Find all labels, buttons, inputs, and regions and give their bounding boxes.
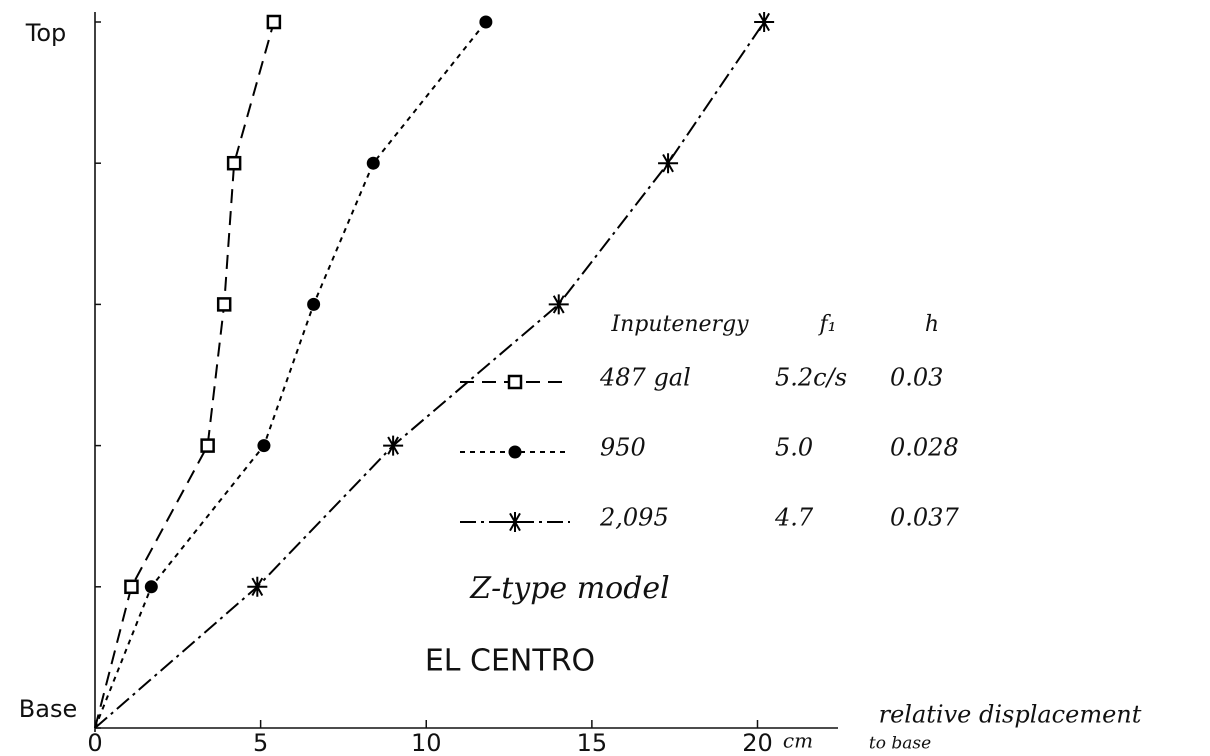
x-tick-label: 5 xyxy=(253,729,268,756)
legend-entry: 2,095 xyxy=(599,504,669,532)
marker xyxy=(548,294,569,315)
legend-header: Inputenergy xyxy=(610,312,749,337)
marker xyxy=(383,435,404,456)
marker xyxy=(366,156,380,170)
x-axis-label: relative displacement xyxy=(879,701,1142,729)
legend-entry: 950 xyxy=(600,434,646,462)
legend-header: h xyxy=(925,312,939,337)
marker xyxy=(200,438,215,453)
marker xyxy=(226,155,242,171)
marker xyxy=(266,14,282,30)
legend-f1: 5.2c/s xyxy=(775,364,847,392)
x-unit: cm xyxy=(783,729,813,753)
x-tick-label: 15 xyxy=(577,729,608,756)
annotation: EL CENTRO xyxy=(425,644,595,679)
annotation: Z-type model xyxy=(469,571,670,606)
marker xyxy=(507,374,523,390)
marker xyxy=(247,576,268,597)
marker xyxy=(216,297,232,312)
legend-entry: 487 gal xyxy=(599,364,691,392)
y-tick-label: Top xyxy=(25,19,67,47)
x-tick-label: 0 xyxy=(87,729,102,756)
marker xyxy=(754,12,775,32)
x-axis-sublabel: to base xyxy=(869,734,931,754)
marker xyxy=(144,580,158,594)
legend-h: 0.037 xyxy=(890,504,959,532)
y-tick-label: Base xyxy=(19,695,77,723)
marker xyxy=(124,579,139,595)
series-line xyxy=(94,21,765,729)
marker xyxy=(508,445,522,459)
legend-f1: 4.7 xyxy=(774,504,814,532)
legend-h: 0.03 xyxy=(890,364,943,392)
x-tick-label: 20 xyxy=(742,729,773,756)
x-tick-label: 10 xyxy=(411,729,442,756)
legend-h: 0.028 xyxy=(890,434,959,462)
series-line xyxy=(94,21,487,729)
marker xyxy=(307,297,321,311)
legend-f1: 5.0 xyxy=(775,434,813,462)
marker xyxy=(505,512,525,532)
marker xyxy=(257,439,271,453)
marker xyxy=(658,153,679,174)
series-line xyxy=(94,21,275,729)
legend-header: f₁ xyxy=(818,312,837,337)
marker xyxy=(479,15,493,29)
